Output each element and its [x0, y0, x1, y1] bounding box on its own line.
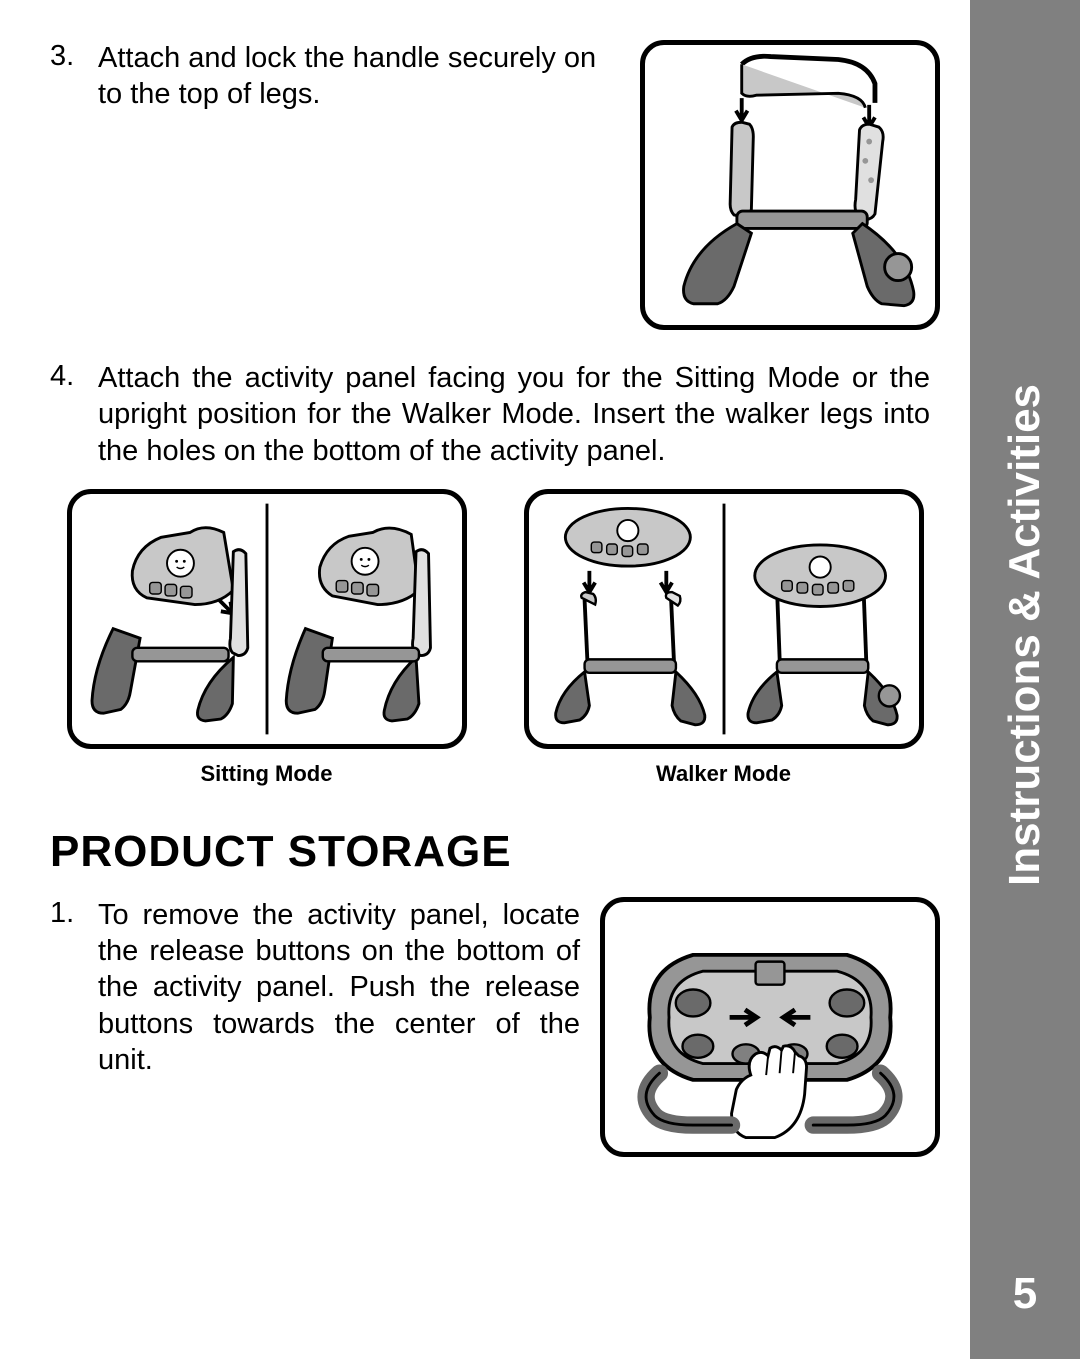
figure-step-3	[640, 40, 940, 330]
product-storage-heading: PRODUCT STORAGE	[50, 827, 940, 877]
step-3-text: Attach and lock the handle securely on t…	[98, 40, 620, 113]
page: 3. Attach and lock the handle securely o…	[0, 0, 1080, 1359]
walker-mode-illustration	[529, 494, 919, 744]
step-3-number: 3.	[50, 40, 84, 73]
step-3-text-block: 3. Attach and lock the handle securely o…	[50, 40, 620, 113]
step-3: 3. Attach and lock the handle securely o…	[50, 40, 620, 113]
step-4: 4. Attach the activity panel facing you …	[50, 360, 940, 469]
step-4-text: Attach the activity panel facing you for…	[98, 360, 930, 469]
storage-step-1: 1. To remove the activity panel, locate …	[50, 897, 580, 1078]
storage-step-1-number: 1.	[50, 897, 84, 930]
step-4-number: 4.	[50, 360, 84, 393]
figure-sitting-mode	[67, 489, 467, 749]
figure-walker-mode	[524, 489, 924, 749]
sidebar: Instructions & Activities 5	[970, 0, 1080, 1359]
step-3-row: 3. Attach and lock the handle securely o…	[50, 40, 940, 330]
sitting-mode-illustration	[72, 494, 462, 744]
storage-step-1-text-block: 1. To remove the activity panel, locate …	[50, 897, 580, 1078]
figure-storage	[600, 897, 940, 1157]
walker-mode-label: Walker Mode	[656, 761, 791, 787]
walker-mode-col: Walker Mode	[507, 489, 940, 787]
page-number: 5	[1013, 1269, 1037, 1319]
main-content: 3. Attach and lock the handle securely o…	[0, 0, 970, 1359]
walker-legs-illustration	[645, 45, 935, 325]
release-buttons-illustration	[605, 902, 935, 1152]
sidebar-section-title: Instructions & Activities	[1000, 40, 1050, 1229]
storage-step-1-row: 1. To remove the activity panel, locate …	[50, 897, 940, 1157]
sitting-mode-col: Sitting Mode	[50, 489, 483, 787]
sitting-mode-label: Sitting Mode	[201, 761, 333, 787]
mode-figures-row: Sitting Mode	[50, 489, 940, 787]
storage-step-1-text: To remove the activity panel, locate the…	[98, 897, 580, 1078]
